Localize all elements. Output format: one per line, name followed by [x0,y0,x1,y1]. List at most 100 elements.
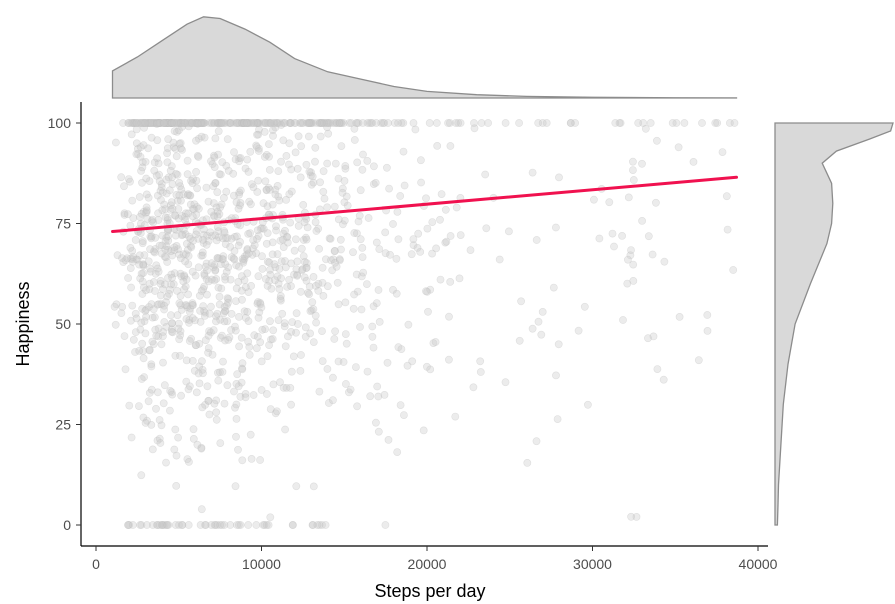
scatter-point [139,283,148,292]
scatter-point [307,119,316,127]
scatter-point [235,262,243,271]
scatter-point [352,119,361,127]
scatter-point [703,311,712,319]
scatter-point [139,413,148,422]
scatter-point [268,335,277,343]
scatter-point [211,179,220,188]
scatter-point [347,119,356,127]
scatter-point [223,381,232,390]
scatter-point [342,192,351,201]
scatter-point [184,122,193,131]
scatter-point [258,252,266,261]
scatter-point [566,119,575,127]
scatter-point [197,119,206,127]
scatter-point [584,400,592,409]
scatter-point [210,153,219,162]
scatter-point [321,119,330,127]
scatter-point [281,263,290,272]
scatter-point [196,119,204,127]
scatter-point [233,521,241,529]
scatter-point [337,119,346,127]
scatter-point [167,119,176,127]
scatter-point [359,150,367,159]
scatter-point [224,166,233,175]
scatter-point [192,119,200,127]
scatter-point [298,265,307,274]
scatter-point [295,119,304,127]
scatter-point [182,119,191,127]
scatter-point [167,119,176,127]
scatter-point [201,521,209,529]
scatter-point [176,269,185,278]
scatter-point [324,129,333,138]
scatter-point [175,139,184,148]
scatter-point [268,250,277,259]
scatter-point [211,521,220,529]
scatter-point [182,275,191,284]
scatter-point [178,521,186,529]
scatter-point [299,236,308,244]
scatter-point [305,282,314,291]
scatter-point [229,119,238,127]
scatter-point [257,357,266,366]
scatter-point [214,227,223,236]
scatter-point [149,218,158,227]
scatter-point [371,418,380,427]
scatter-point [166,119,175,127]
scatter-point [150,248,159,257]
scatter-point [146,119,155,127]
scatter-point [323,159,332,168]
scatter-point [248,250,257,259]
scatter-point [224,335,233,344]
scatter-point [173,127,181,136]
scatter-point [137,521,146,529]
scatter-point [184,119,192,127]
scatter-point [386,250,394,259]
scatter-point [384,435,393,444]
scatter-point [274,192,283,201]
scatter-point [137,318,146,327]
scatter-point [230,232,239,241]
scatter-point [369,343,378,352]
scatter-point [145,346,154,355]
scatter-point [213,521,222,529]
scatter-point [161,213,170,222]
scatter-point [299,252,308,261]
scatter-point [374,286,383,294]
scatter-point [199,119,208,127]
scatter-point [177,119,186,127]
scatter-point [188,299,197,307]
scatter-point [186,304,195,313]
scatter-point [624,255,632,264]
scatter-point [253,299,262,308]
scatter-point [145,303,153,311]
scatter-point [222,301,231,310]
scatter-point [375,317,384,326]
scatter-point [170,119,179,127]
scatter-point [629,176,638,184]
scatter-point [138,119,147,127]
scatter-point [162,119,170,127]
scatter-point [409,241,418,249]
scatter-point [349,304,358,313]
scatter-point [357,305,366,314]
scatter-point [444,355,453,364]
scatter-point [319,187,328,196]
scatter-point [334,215,343,224]
scatter-point [163,158,172,167]
scatter-point [161,253,170,262]
scatter-point [372,299,381,307]
scatter-point [429,339,438,347]
scatter-point [219,119,227,127]
scatter-point [193,119,201,127]
scatter-point [309,178,318,187]
scatter-point [178,122,186,131]
scatter-point [334,357,343,366]
scatter-point [150,119,159,127]
scatter-point [215,368,224,377]
scatter-point [215,254,223,263]
scatter-point [204,236,213,245]
scatter-point [255,125,263,134]
scatter-point [624,193,633,202]
scatter-point [171,119,180,127]
